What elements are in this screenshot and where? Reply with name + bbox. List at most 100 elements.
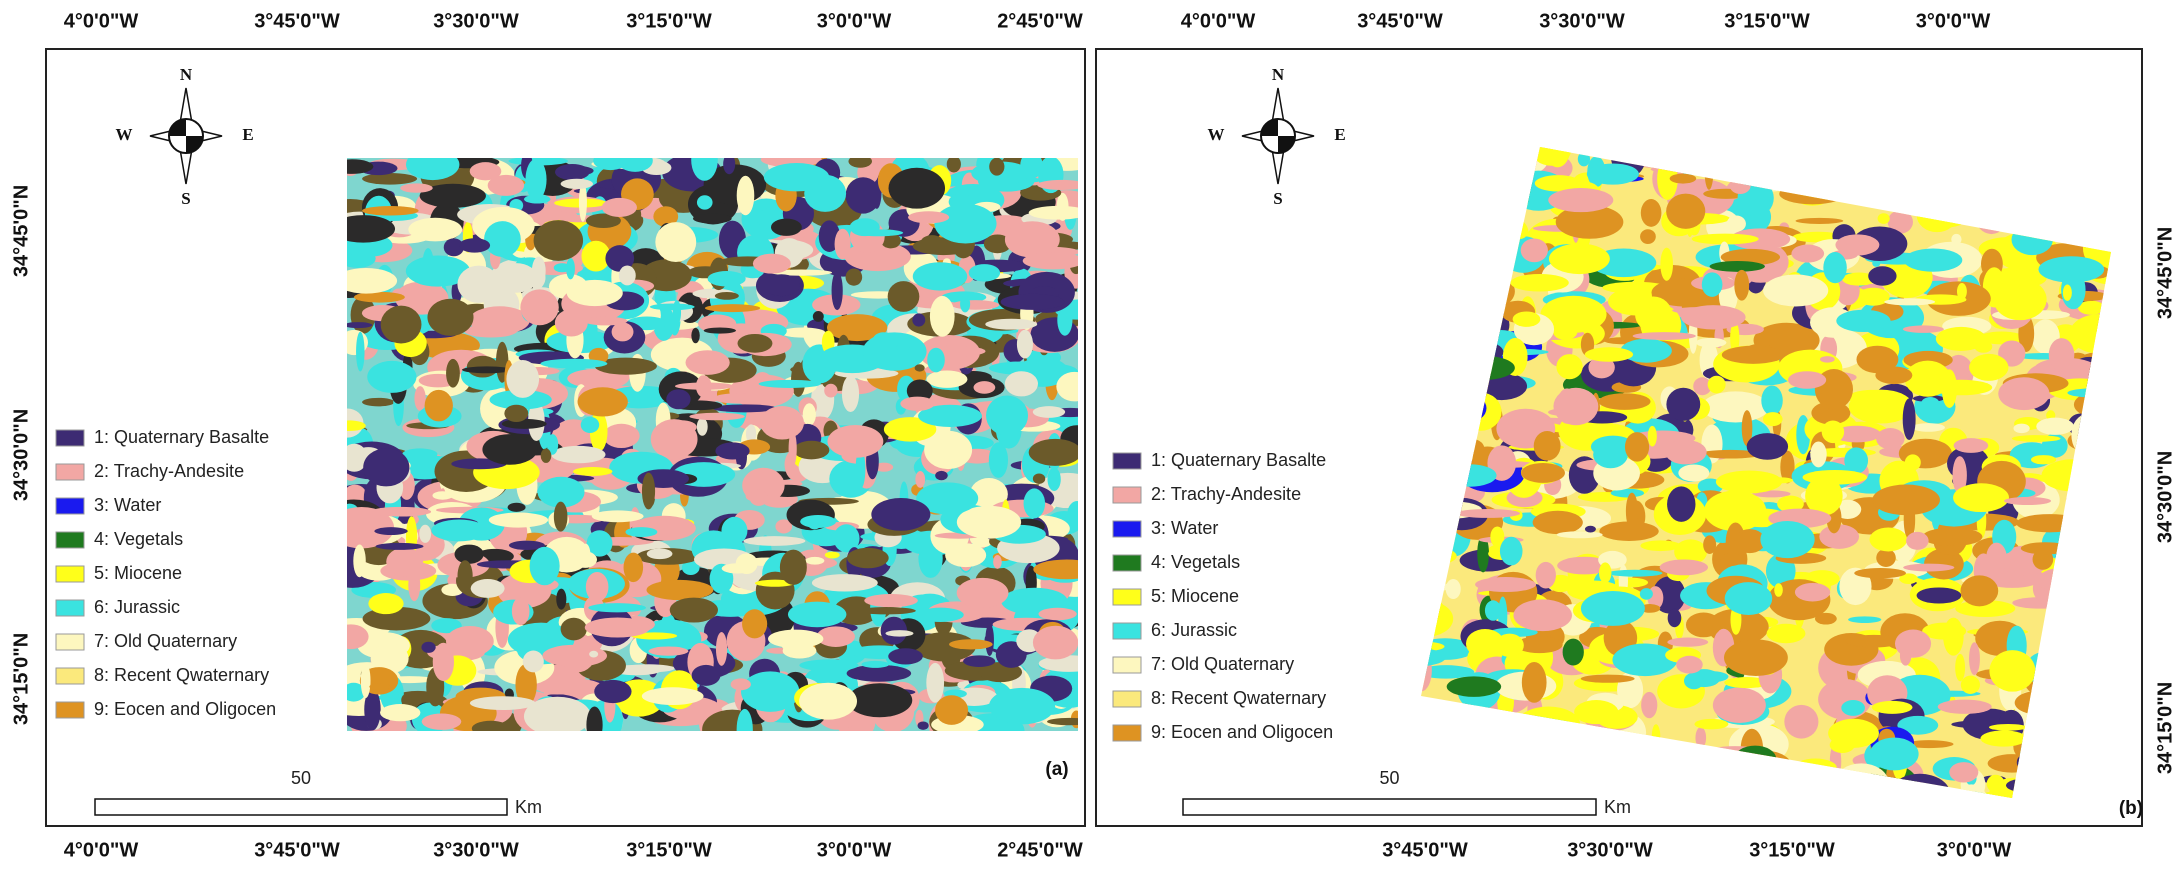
raster-patch — [540, 358, 608, 369]
raster-patch — [1664, 147, 1712, 158]
raster-patch — [1924, 548, 1964, 580]
raster-patch — [1678, 464, 1710, 482]
raster-patch — [849, 218, 880, 237]
raster-patch — [347, 624, 369, 650]
raster-patch — [2054, 550, 2079, 561]
raster-patch — [1446, 393, 1487, 423]
raster-patch — [1916, 587, 1962, 604]
raster-patch — [1427, 457, 1470, 471]
raster-patch — [364, 688, 381, 731]
raster-patch — [2046, 620, 2111, 635]
raster-patch — [347, 215, 396, 243]
raster-patch — [1515, 636, 1563, 654]
scale-unit: Km — [515, 797, 542, 817]
raster-patch — [1681, 305, 1746, 330]
raster-patch — [406, 158, 460, 181]
raster-patch — [741, 671, 800, 712]
raster-patch — [736, 708, 753, 731]
raster-patch — [912, 313, 926, 327]
raster-patch — [1488, 183, 1501, 201]
raster-patch — [1793, 147, 1824, 166]
raster-patch — [857, 607, 916, 615]
raster-patch — [788, 430, 797, 467]
raster-patch — [1473, 147, 1518, 158]
raster-patch — [1587, 777, 1597, 795]
raster-patch — [631, 632, 678, 640]
raster-patch — [1730, 321, 1740, 355]
raster-patch — [1391, 226, 1411, 237]
raster-patch — [775, 519, 793, 534]
raster-patch — [1520, 238, 1548, 263]
raster-patch — [1844, 447, 1869, 474]
raster-patch — [1821, 420, 1845, 444]
raster-patch — [1393, 582, 1412, 606]
legend-swatch — [55, 531, 85, 549]
raster-patch — [1459, 702, 1477, 741]
raster-patch — [1541, 765, 1581, 796]
raster-patch — [1490, 526, 1505, 548]
longitude-label: 3°30'0"W — [433, 839, 519, 861]
raster-patch — [1794, 582, 1831, 602]
raster-patch — [1904, 779, 1929, 798]
raster-patch — [802, 403, 816, 426]
raster-patch — [812, 311, 824, 322]
raster-patch — [1640, 199, 1662, 227]
raster-patch — [1805, 476, 1843, 516]
raster-patch — [432, 491, 453, 500]
raster-patch — [834, 228, 851, 260]
raster-patch — [585, 213, 621, 229]
raster-patch — [1421, 181, 1475, 199]
raster-patch — [408, 217, 463, 242]
raster-patch — [431, 618, 462, 634]
raster-patch — [1724, 677, 1770, 689]
raster-patch — [494, 263, 538, 293]
raster-patch — [1421, 332, 1424, 349]
legend-swatch — [1112, 724, 1142, 742]
raster-patch — [1703, 799, 1744, 807]
longitude-label: 3°0'0"W — [817, 839, 892, 861]
raster-patch — [581, 240, 611, 272]
raster-patch — [2016, 754, 2034, 771]
raster-patch — [1958, 791, 1996, 798]
raster-patch — [1451, 339, 1484, 364]
raster-patch — [736, 175, 755, 216]
raster-patch — [1610, 488, 1645, 498]
raster-patch — [462, 366, 512, 374]
raster-patch — [511, 597, 530, 626]
legend-label: 7: Old Quaternary — [94, 631, 237, 651]
raster-patch — [906, 379, 933, 403]
panel-frame — [45, 48, 1086, 827]
raster-patch — [551, 445, 606, 464]
raster-patch — [1665, 744, 1697, 768]
raster-patch — [2041, 459, 2104, 492]
raster-patch — [1533, 431, 1561, 461]
raster-patch — [380, 305, 422, 344]
raster-patch — [1449, 483, 1460, 500]
raster-patch — [1421, 399, 1477, 426]
raster-patch — [1848, 389, 1914, 424]
raster-patch — [488, 512, 549, 528]
raster-patch — [1510, 273, 1569, 292]
raster-patch — [935, 470, 948, 481]
raster-patch — [507, 502, 526, 512]
raster-patch — [1421, 492, 1453, 507]
raster-patch — [1431, 147, 1464, 175]
raster-patch — [935, 695, 969, 725]
raster-patch — [469, 162, 502, 181]
raster-patch — [696, 417, 708, 436]
raster-patch — [1421, 165, 1458, 182]
raster-patch — [1835, 234, 1880, 256]
raster-patch — [2068, 209, 2094, 235]
raster-patch — [1032, 625, 1078, 660]
raster-patch — [1032, 473, 1046, 484]
raster-patch — [1746, 433, 1789, 460]
raster-patch — [1937, 699, 1992, 714]
raster-patch — [1020, 158, 1043, 179]
latitude-label: 34°15'0"N — [2154, 682, 2176, 774]
raster-patch — [2035, 571, 2089, 592]
raster-patch — [2044, 147, 2074, 156]
raster-patch — [1638, 767, 1653, 798]
raster-patch — [695, 375, 712, 398]
raster-patch — [888, 167, 946, 209]
raster-patch — [1433, 254, 1454, 272]
